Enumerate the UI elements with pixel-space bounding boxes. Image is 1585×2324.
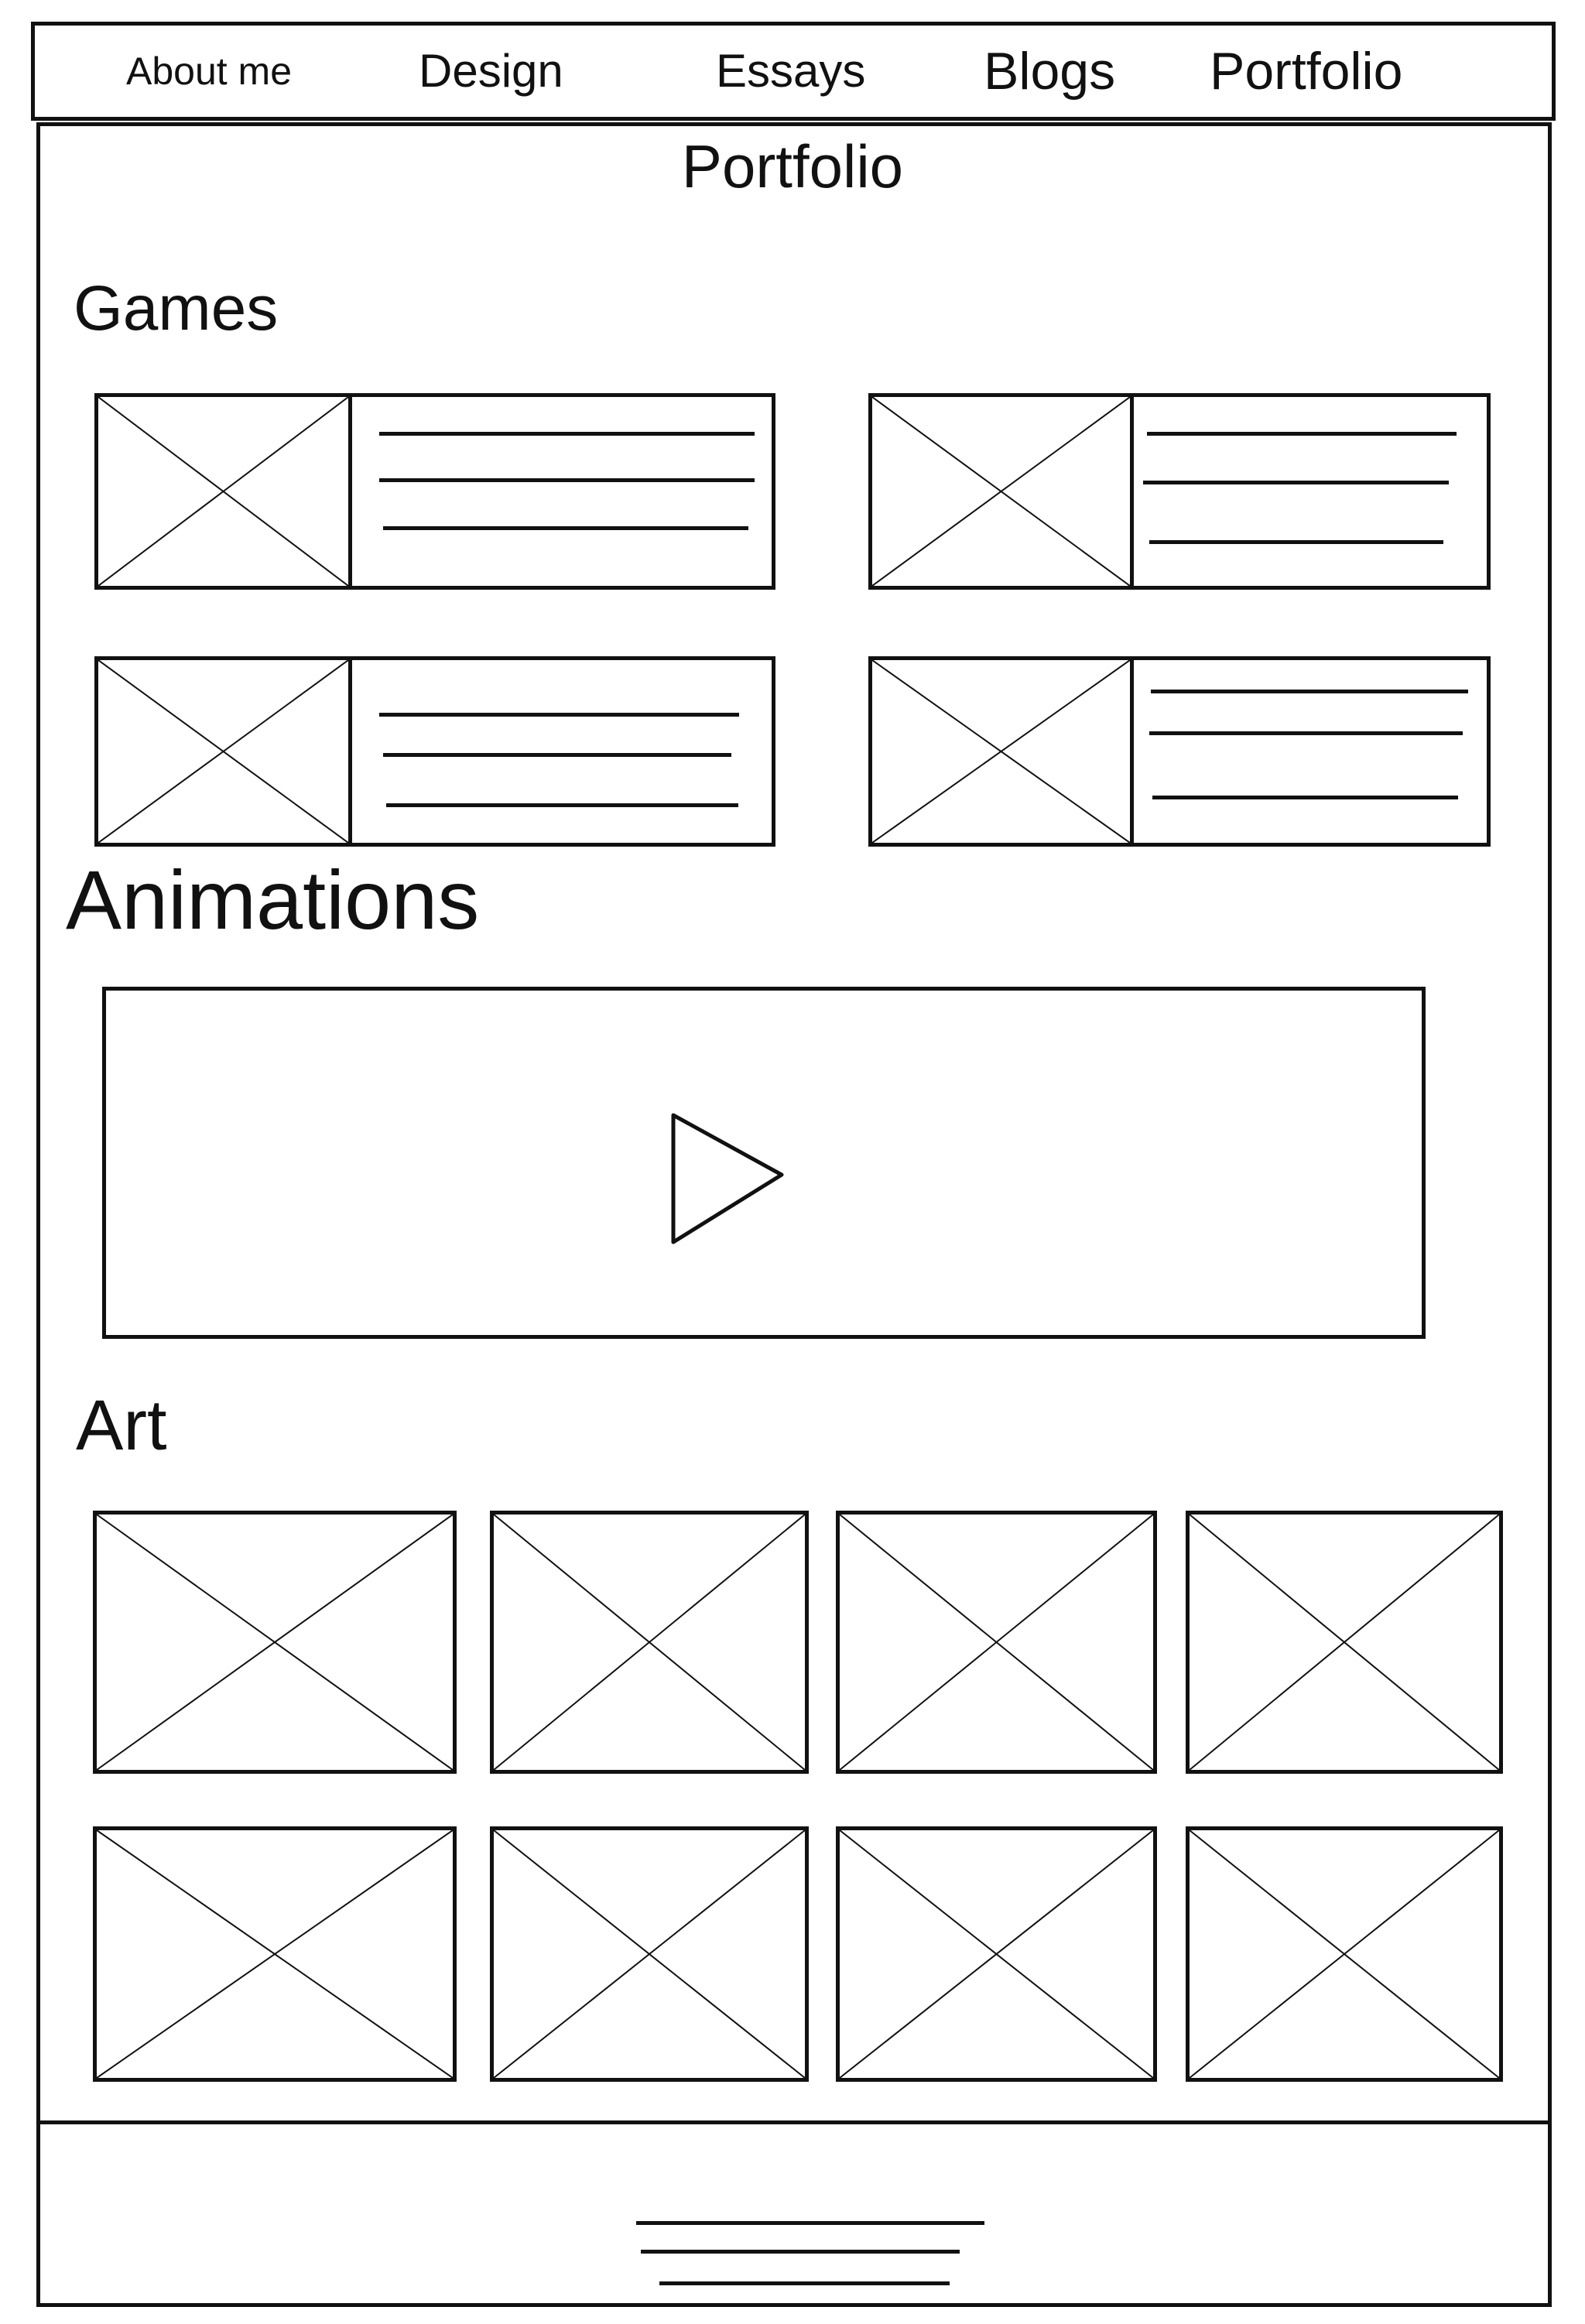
- text-line-placeholder: [1149, 731, 1463, 735]
- game-card[interactable]: [94, 393, 775, 590]
- text-line-placeholder: [1147, 432, 1457, 436]
- image-placeholder-icon: [494, 1830, 805, 2078]
- game-card[interactable]: [94, 656, 775, 847]
- nav-item-about-me[interactable]: About me: [126, 50, 293, 93]
- art-thumbnail[interactable]: [490, 1826, 809, 2082]
- text-line-placeholder: [1151, 690, 1468, 693]
- art-thumbnail[interactable]: [1186, 1511, 1503, 1774]
- image-placeholder-icon: [840, 1830, 1153, 2078]
- text-line-placeholder: [379, 478, 755, 482]
- game-card[interactable]: [868, 656, 1491, 847]
- image-placeholder-icon: [98, 397, 352, 586]
- footer-text-line-placeholder: [636, 2221, 984, 2225]
- art-thumbnail[interactable]: [836, 1826, 1157, 2082]
- text-line-placeholder: [379, 432, 755, 436]
- section-title-art: Art: [76, 1386, 167, 1465]
- footer-text-line-placeholder: [641, 2250, 960, 2254]
- page-title: Portfolio: [681, 132, 904, 200]
- image-placeholder-icon: [872, 397, 1134, 586]
- art-thumbnail[interactable]: [93, 1826, 457, 2082]
- nav-item-design[interactable]: Design: [419, 45, 563, 97]
- image-placeholder-icon: [1190, 1515, 1499, 1770]
- footer-text-line-placeholder: [659, 2281, 950, 2285]
- page-frame: [36, 122, 1552, 2307]
- footer-divider: [36, 2120, 1548, 2124]
- art-thumbnail[interactable]: [836, 1511, 1157, 1774]
- art-thumbnail[interactable]: [1186, 1826, 1503, 2082]
- image-placeholder-icon: [1190, 1830, 1499, 2078]
- text-line-placeholder: [1143, 481, 1449, 484]
- image-placeholder-icon: [98, 660, 352, 843]
- section-title-games: Games: [74, 273, 279, 344]
- play-icon[interactable]: [667, 1109, 791, 1248]
- text-line-placeholder: [379, 713, 739, 717]
- video-player[interactable]: [102, 987, 1426, 1339]
- image-placeholder-icon: [97, 1830, 453, 2078]
- text-line-placeholder: [383, 753, 731, 757]
- text-line-placeholder: [1152, 796, 1458, 799]
- text-line-placeholder: [1149, 540, 1443, 544]
- top-nav: About me Design Essays Blogs Portfolio: [31, 22, 1556, 121]
- game-card[interactable]: [868, 393, 1491, 590]
- section-title-animations: Animations: [66, 853, 480, 946]
- image-placeholder-icon: [494, 1515, 805, 1770]
- image-placeholder-icon: [97, 1515, 453, 1770]
- art-thumbnail[interactable]: [490, 1511, 809, 1774]
- art-thumbnail[interactable]: [93, 1511, 457, 1774]
- nav-item-essays[interactable]: Essays: [716, 45, 866, 97]
- nav-item-portfolio[interactable]: Portfolio: [1210, 42, 1403, 101]
- nav-item-blogs[interactable]: Blogs: [984, 42, 1116, 101]
- text-line-placeholder: [383, 526, 748, 530]
- image-placeholder-icon: [872, 660, 1134, 843]
- text-line-placeholder: [386, 803, 738, 807]
- image-placeholder-icon: [840, 1515, 1153, 1770]
